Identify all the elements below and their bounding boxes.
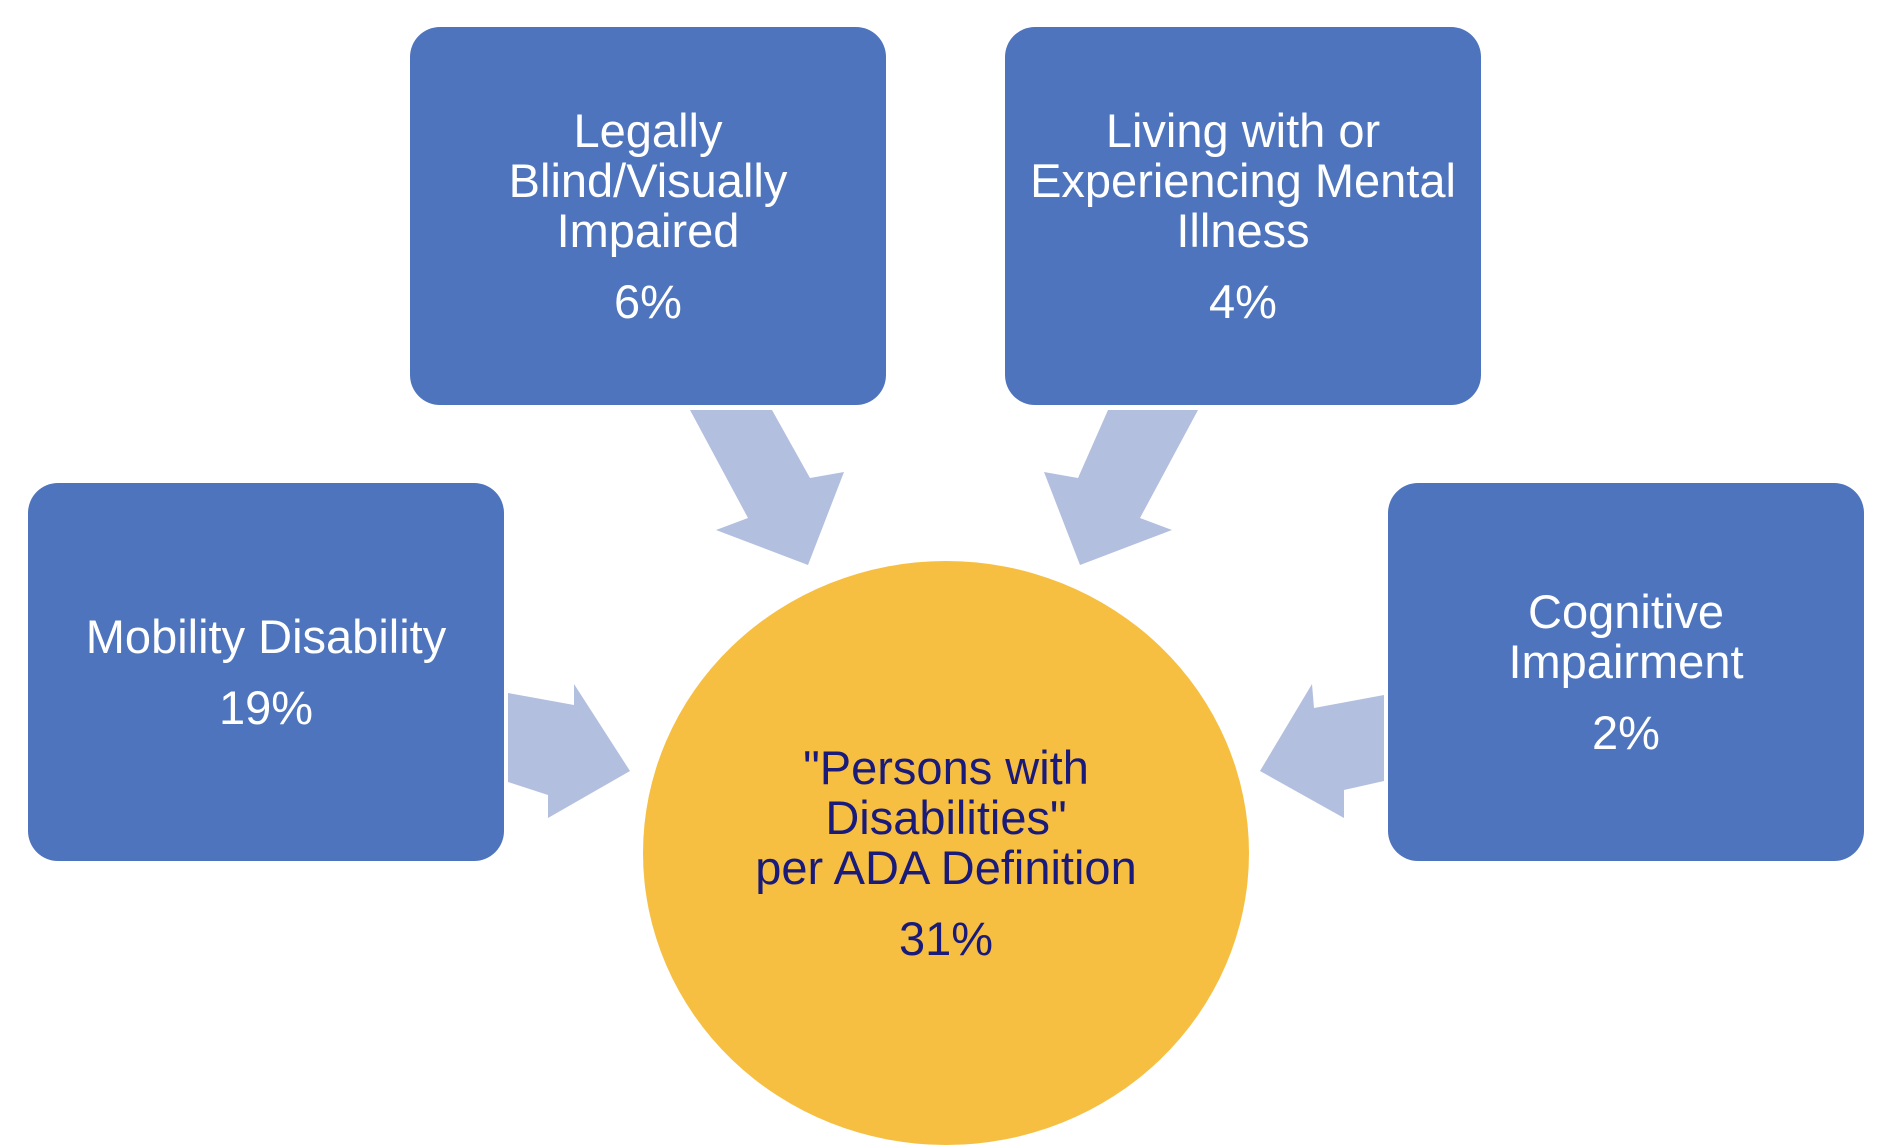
category-label: Cognitive Impairment [1508,584,1744,688]
arrow-mental-illness [1044,410,1198,565]
category-box-cognitive: Cognitive Impairment 2% [1388,483,1864,861]
category-value: 6% [614,274,682,328]
center-label: "Persons with Disabilities" per ADA Defi… [755,740,1137,894]
center-circle: "Persons with Disabilities" per ADA Defi… [643,561,1249,1145]
category-box-mobility: Mobility Disability 19% [28,483,504,861]
arrow-mobility [508,684,630,818]
category-box-mental-illness: Living with or Experiencing Mental Illne… [1005,27,1481,405]
category-label: Mobility Disability [85,609,447,663]
center-value: 31% [898,911,994,965]
category-label: Legally Blind/Visually Impaired [508,103,788,257]
arrow-cognitive [1260,684,1384,818]
category-value: 2% [1592,705,1660,759]
arrow-legally-blind [690,410,844,565]
category-box-legally-blind: Legally Blind/Visually Impaired 6% [410,27,886,405]
category-label: Living with or Experiencing Mental Illne… [1030,103,1456,257]
category-value: 19% [218,680,314,734]
category-value: 4% [1209,274,1277,328]
